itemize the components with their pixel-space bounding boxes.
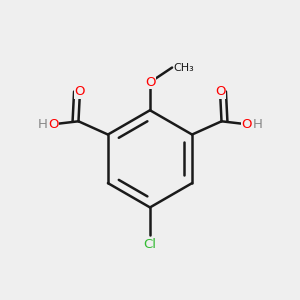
Text: CH₃: CH₃ (174, 63, 194, 73)
Text: Cl: Cl (143, 238, 157, 251)
Text: O: O (241, 118, 252, 131)
Text: O: O (145, 76, 155, 89)
Text: O: O (75, 85, 85, 98)
Text: H: H (253, 118, 263, 131)
Text: O: O (48, 118, 59, 131)
Text: H: H (37, 118, 47, 131)
Text: O: O (215, 85, 225, 98)
